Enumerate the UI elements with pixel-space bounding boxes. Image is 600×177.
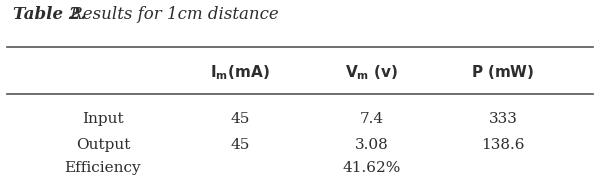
Text: $\mathbf{P\ (mW)}$: $\mathbf{P\ (mW)}$ [472,63,535,81]
Text: 138.6: 138.6 [481,138,525,152]
Text: Results for 1cm distance: Results for 1cm distance [65,6,279,23]
Text: 7.4: 7.4 [359,112,384,126]
Text: Input: Input [82,112,124,126]
Text: 45: 45 [230,138,250,152]
Text: Efficiency: Efficiency [65,161,141,175]
Text: 333: 333 [488,112,517,126]
Text: 3.08: 3.08 [355,138,389,152]
Text: $\mathbf{I_m}$$\mathbf{(mA)}$: $\mathbf{I_m}$$\mathbf{(mA)}$ [211,63,270,82]
Text: Output: Output [76,138,130,152]
Text: Table 2.: Table 2. [13,6,86,23]
Text: 41.62%: 41.62% [343,161,401,175]
Text: 45: 45 [230,112,250,126]
Text: $\mathbf{V_m}$ $\mathbf{(v)}$: $\mathbf{V_m}$ $\mathbf{(v)}$ [345,63,398,82]
